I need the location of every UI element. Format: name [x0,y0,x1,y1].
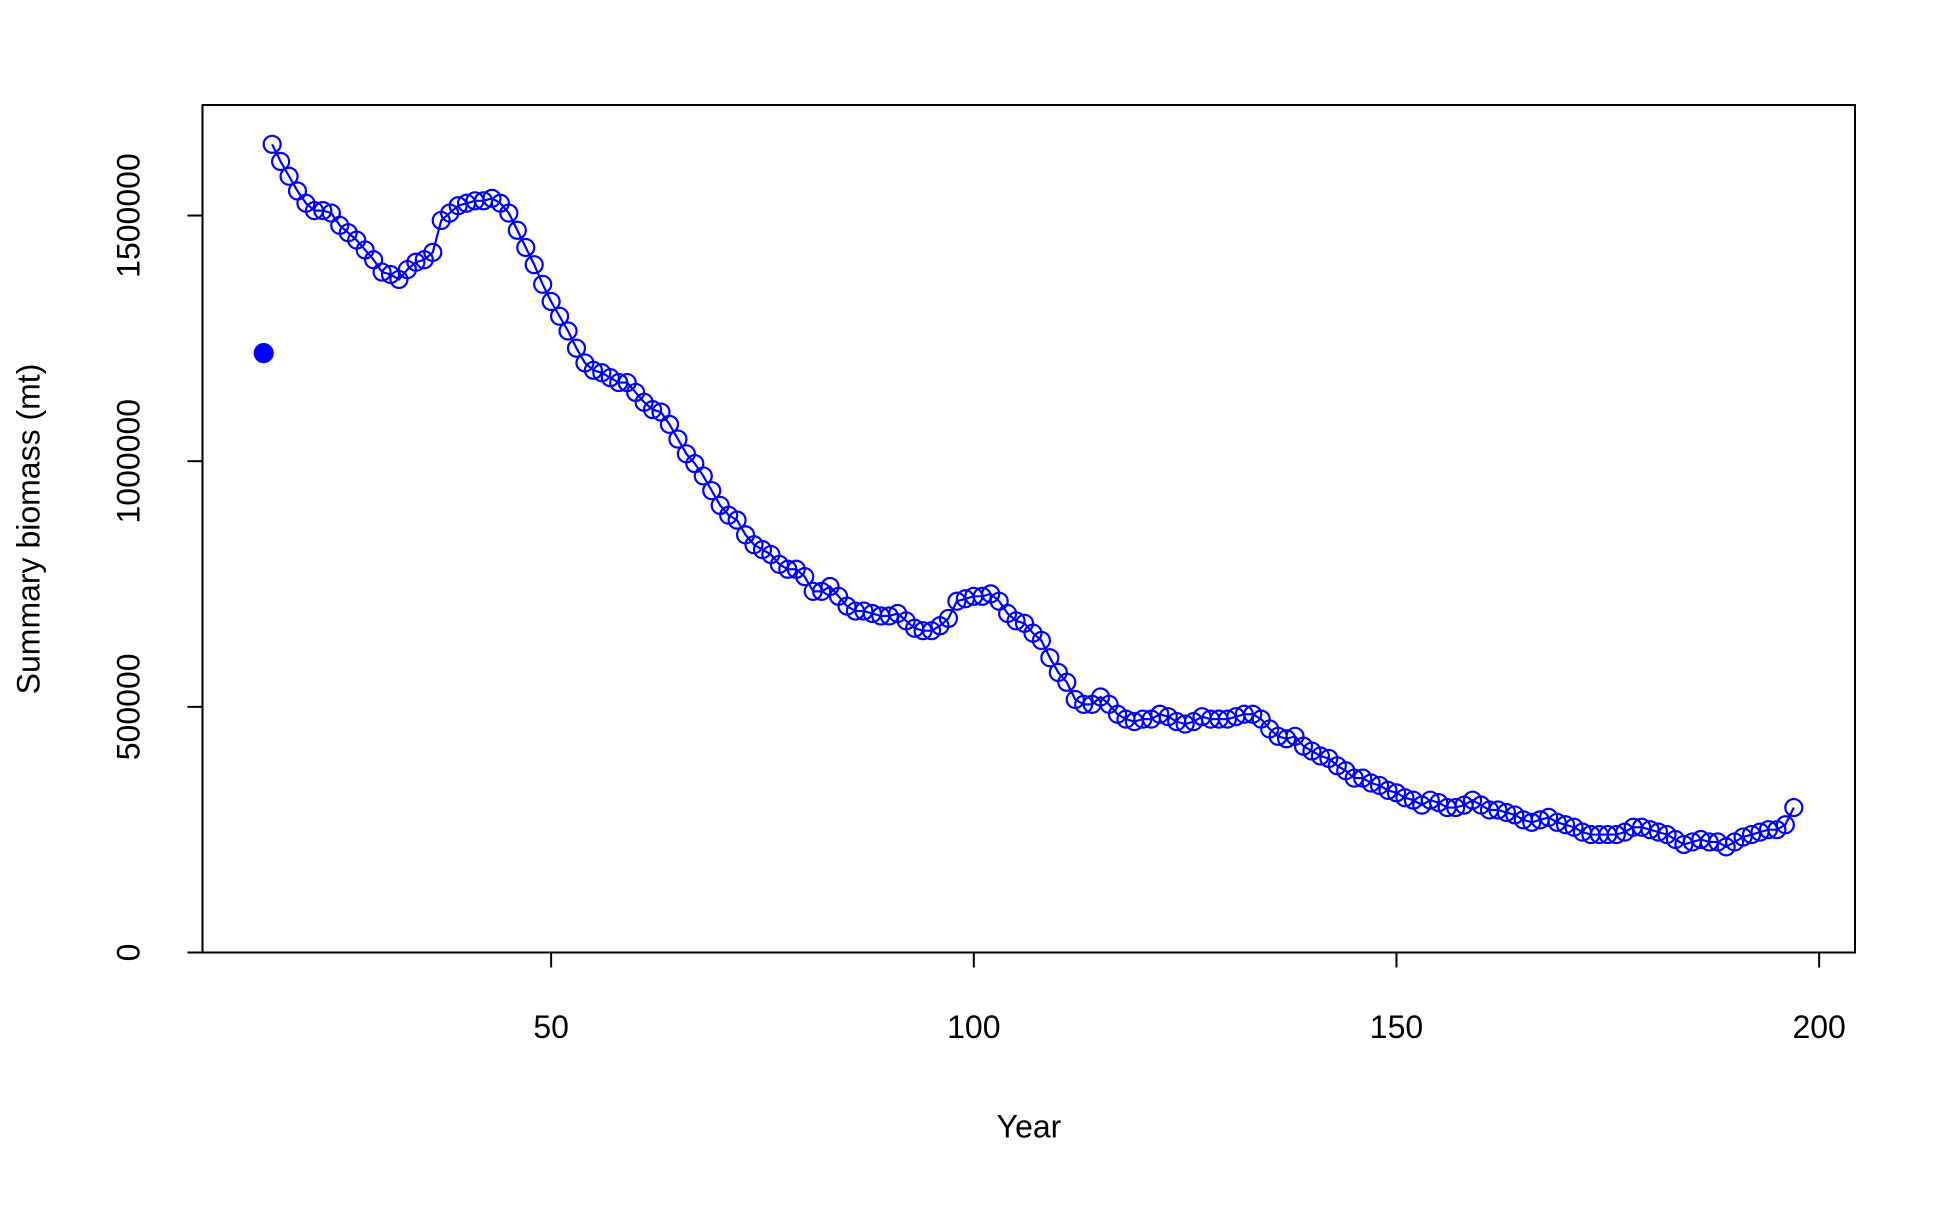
data-point [609,372,629,393]
data-point [524,255,544,275]
data-point [668,429,688,449]
data-point [1175,714,1195,734]
data-point [423,242,443,262]
data-point [313,201,333,221]
data-point [549,306,570,326]
data-point [1420,790,1440,810]
data-point [1310,746,1330,766]
x-tick-label: 50 [533,1009,569,1045]
data-point [972,586,992,606]
data-point [1395,788,1415,808]
data-point [1150,704,1170,724]
data-point [1057,672,1077,692]
data-point [1234,704,1254,724]
data-point [499,203,519,223]
data-point [516,237,536,258]
data-point [1133,709,1153,729]
data-point [406,252,426,272]
data-point [1632,817,1652,837]
data-point [1074,694,1094,714]
data-point [1031,630,1052,651]
x-tick-label: 100 [947,1009,1000,1045]
y-tick-label: 500000 [110,653,146,760]
data-point [693,466,713,486]
data-point [727,510,747,530]
data-point [1555,815,1576,835]
data-point [372,262,392,282]
data-point [279,166,299,186]
data-point [1648,822,1669,842]
y-tick-label: 0 [110,944,146,962]
series-line [271,143,1795,849]
data-point [1606,824,1626,845]
data-point [448,196,468,216]
data-point [913,621,933,641]
data-point [1344,768,1364,788]
y-axis-label: Summary biomass (mt) [10,364,46,695]
data-point [938,608,959,629]
x-tick-label: 200 [1792,1009,1845,1045]
data-point [778,559,798,579]
x-axis-label: Year [997,1108,1062,1144]
data-point [566,338,587,358]
y-tick-label: 1000000 [110,399,146,524]
data-point [1496,802,1516,823]
data-point [642,400,663,420]
data-point [558,321,578,341]
data-point [583,360,603,380]
data-point [1674,834,1694,855]
data-point [1522,812,1542,832]
y-tick-label: 1500000 [110,153,146,278]
data-point [1733,827,1753,847]
data-point [533,274,553,294]
data-point [803,581,823,601]
data-point [541,291,561,312]
data-point [1040,648,1060,668]
data-point [1446,797,1466,818]
data-point [1276,729,1297,749]
data-point [795,567,815,587]
data-point [1775,815,1795,835]
data-point [1547,812,1567,832]
data-point [1378,780,1398,800]
plot-box [201,104,1856,954]
data-point [1699,832,1719,852]
data-point [1361,773,1381,793]
data-point [262,134,282,154]
data-point [271,151,291,172]
data-point [1217,709,1238,729]
data-point [879,606,899,626]
data-point [659,414,680,434]
data-point [1488,800,1508,820]
data-point [1640,820,1660,840]
data-point [702,481,722,501]
data-point [854,601,874,621]
data-point [1741,824,1762,845]
data-point [253,343,274,364]
data-point [1758,820,1779,840]
data-point [1006,611,1026,631]
data-point [1784,797,1804,818]
data-point [947,591,967,611]
data-point [507,220,527,240]
x-tick-label: 150 [1370,1009,1423,1045]
